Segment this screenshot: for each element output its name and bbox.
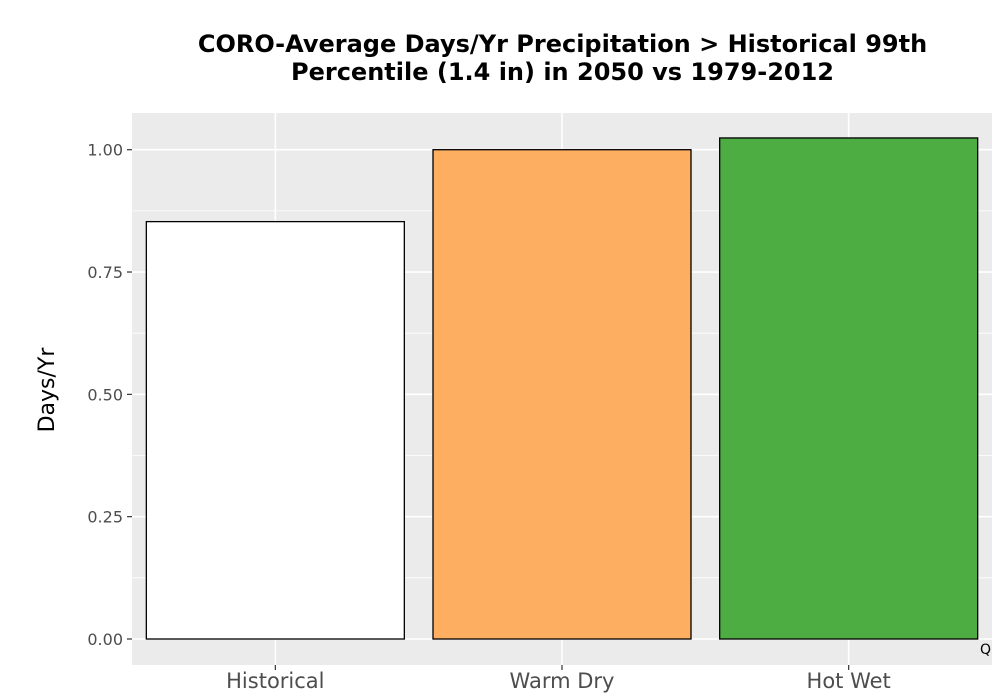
x-tick-label: Historical	[226, 669, 324, 693]
bar-warm-dry	[432, 149, 692, 640]
y-tick-label: 0.00	[87, 630, 123, 649]
x-tick-label: Hot Wet	[807, 669, 891, 693]
chart-title-line-1: CORO-Average Days/Yr Precipitation > His…	[197, 30, 928, 58]
corner-mark: Q	[980, 642, 991, 658]
y-tick-label: 0.25	[87, 508, 123, 527]
x-tick-label: Warm Dry	[510, 669, 615, 693]
y-tick-label: 1.00	[87, 141, 123, 160]
bar-historical	[145, 220, 405, 640]
y-tick-label: 0.50	[87, 385, 123, 404]
bar-hot-wet	[719, 137, 979, 640]
chart-title: CORO-Average Days/Yr Precipitation > His…	[0, 30, 1000, 86]
chart-title-line-2: Percentile (1.4 in) in 2050 vs 1979-2012	[291, 58, 834, 86]
bars	[145, 137, 979, 640]
y-tick-label: 0.75	[87, 263, 123, 282]
x-axis: Historical Warm Dry Hot Wet	[226, 665, 891, 693]
y-axis: 0.00 0.25 0.50 0.75 1.00	[87, 141, 132, 649]
y-axis-label: Days/Yr	[35, 347, 60, 433]
